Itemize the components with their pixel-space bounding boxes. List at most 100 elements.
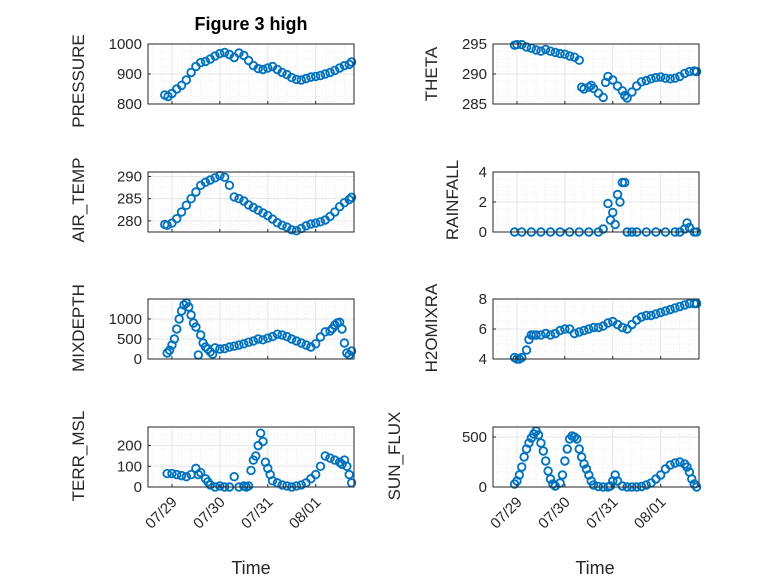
data-point <box>346 57 357 67</box>
data-point <box>342 348 352 358</box>
data-point <box>543 466 553 476</box>
data-point <box>195 330 206 340</box>
data-point <box>258 64 268 75</box>
y-tick-label: 285 <box>462 96 487 113</box>
data-point <box>172 324 182 334</box>
x-tick-label: 07/31 <box>583 494 622 533</box>
data-point <box>670 458 680 468</box>
data-point <box>521 345 532 355</box>
data-point <box>296 338 307 348</box>
data-point <box>296 75 307 85</box>
data-point <box>670 303 680 313</box>
data-point <box>612 81 623 91</box>
data-point <box>215 481 225 491</box>
data-point <box>282 222 292 232</box>
data-point <box>310 469 321 480</box>
y-tick-label: 200 <box>117 438 142 455</box>
y-tick-label: 1000 <box>109 36 142 53</box>
data-point <box>224 180 235 191</box>
data-point <box>517 462 527 472</box>
data-point <box>325 453 335 463</box>
y-tick-label: 0 <box>134 479 142 496</box>
x-tick-label: 07/29 <box>142 494 181 533</box>
axes-box <box>492 426 700 488</box>
data-point <box>651 309 661 319</box>
data-point <box>533 430 544 440</box>
data-point <box>660 73 671 83</box>
data-point <box>615 197 625 207</box>
data-point <box>277 67 287 78</box>
data-point <box>181 75 192 85</box>
data-point <box>330 65 340 76</box>
data-point <box>243 200 254 210</box>
axes-box <box>147 298 355 360</box>
axes-box <box>147 171 355 233</box>
y-tick-label: 4 <box>479 164 487 181</box>
y-tick-label: 500 <box>462 429 487 446</box>
y-tick-label: 800 <box>117 96 142 113</box>
data-point <box>325 326 335 336</box>
data-point <box>622 93 632 103</box>
data-point <box>191 187 201 197</box>
data-point <box>344 59 354 70</box>
data-point <box>301 73 311 84</box>
data-point <box>608 207 618 218</box>
data-point <box>219 343 230 354</box>
y-tick-label: 290 <box>462 66 487 83</box>
data-point <box>310 71 321 82</box>
data-point <box>655 72 666 82</box>
data-point <box>258 335 268 345</box>
subplot-mixdepth: 0 500 1000 MIXDEPTH <box>69 284 357 372</box>
data-point <box>179 300 189 310</box>
data-point <box>540 328 551 339</box>
data-point <box>301 221 311 231</box>
data-point <box>176 80 187 91</box>
data-point <box>229 471 239 482</box>
data-point <box>243 481 254 491</box>
x-axis-label-right: Time <box>575 558 614 578</box>
data-point <box>320 69 330 79</box>
data-point <box>665 304 675 315</box>
data-point <box>605 481 616 491</box>
data-point <box>524 438 534 448</box>
x-tick-label: 07/29 <box>487 494 526 533</box>
y-tick-label: 500 <box>117 331 142 348</box>
y-tick-label: 8 <box>479 291 487 308</box>
data-point <box>306 219 316 229</box>
data-point <box>517 352 527 363</box>
subplot-rainfall: 0 2 4 RAINFALL <box>443 160 702 241</box>
y-tick-label: 900 <box>117 66 142 83</box>
data-point <box>320 451 330 461</box>
y-tick-label: 0 <box>479 479 487 496</box>
data-point <box>603 318 613 328</box>
y-axis-label: THETA <box>422 46 441 101</box>
data-point <box>521 42 532 52</box>
data-point <box>200 56 211 67</box>
data-point <box>584 324 594 334</box>
data-point <box>557 470 568 480</box>
data-point <box>562 444 572 454</box>
data-point <box>540 44 551 55</box>
data-point <box>195 467 206 478</box>
data-point <box>555 48 565 59</box>
data-point <box>186 193 196 204</box>
data-point <box>646 310 656 321</box>
data-point <box>344 194 354 205</box>
data-point <box>538 446 549 456</box>
data-point <box>687 474 697 484</box>
data-point <box>184 302 194 312</box>
data-point <box>339 338 350 348</box>
data-point <box>248 336 259 346</box>
data-point <box>210 173 220 183</box>
data-point <box>195 57 206 68</box>
axes-box <box>492 171 700 233</box>
data-point <box>330 207 340 217</box>
y-tick-label: 0 <box>134 351 142 368</box>
x-tick-label: 07/30 <box>535 494 574 533</box>
data-point <box>167 468 177 479</box>
data-point <box>579 459 589 469</box>
data-point <box>263 333 273 343</box>
data-point <box>574 55 584 65</box>
data-point <box>346 192 357 203</box>
data-point <box>224 342 235 352</box>
